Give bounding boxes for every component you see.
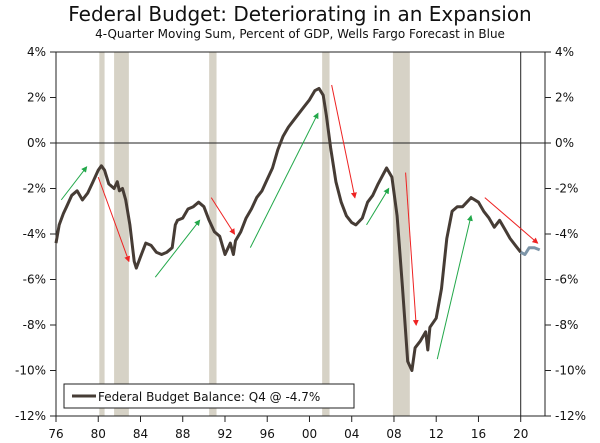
x-tick-label: 00 (302, 427, 317, 441)
x-tick-label: 84 (133, 427, 148, 441)
series-line-forecast (519, 246, 541, 256)
trend-arrow-down (97, 176, 130, 263)
y-tick-label-left: -10% (15, 364, 46, 378)
legend-label: Federal Budget Balance: Q4 @ -4.7% (98, 390, 320, 404)
recession-bar (114, 52, 129, 416)
y-tick-label-right: -8% (555, 318, 578, 332)
x-tick-label: 88 (175, 427, 190, 441)
x-tick-label: 12 (429, 427, 444, 441)
y-tick-label-left: -2% (23, 182, 46, 196)
x-tick-label: 96 (260, 427, 275, 441)
chart-title: Federal Budget: Deteriorating in an Expa… (68, 2, 532, 26)
x-tick-label: 20 (513, 427, 528, 441)
y-tick-label-left: -8% (23, 318, 46, 332)
trend-arrow-up (436, 214, 473, 360)
trend-arrow-down (405, 172, 419, 326)
trend-arrow-down (210, 197, 236, 235)
trend-arrow-up (249, 112, 319, 248)
x-tick-label: 16 (471, 427, 486, 441)
trend-arrow-down (484, 197, 539, 244)
y-tick-label-left: 2% (27, 91, 46, 105)
trend-arrow-up (60, 166, 88, 201)
legend-box (63, 383, 355, 409)
y-tick-label-left: 0% (27, 136, 46, 150)
y-tick-label-right: -12% (555, 409, 586, 423)
trend-arrow-down (331, 84, 357, 199)
y-tick-label-right: 4% (555, 45, 574, 59)
y-tick-label-right: -4% (555, 227, 578, 241)
y-tick-label-right: 0% (555, 136, 574, 150)
x-tick-label: 04 (344, 427, 359, 441)
y-tick-label-left: -4% (23, 227, 46, 241)
plot-frame (55, 51, 546, 417)
trend-arrow-up (366, 187, 390, 226)
x-tick-label: 08 (386, 427, 401, 441)
y-tick-label-left: -6% (23, 273, 46, 287)
y-tick-label-right: -10% (555, 364, 586, 378)
y-tick-label-left: -12% (15, 409, 46, 423)
y-tick-label-right: -6% (555, 273, 578, 287)
y-tick-label-right: 2% (555, 91, 574, 105)
trend-arrow-up (154, 219, 201, 278)
x-tick-label: 76 (48, 427, 63, 441)
y-tick-label-right: -2% (555, 182, 578, 196)
recession-bar (209, 52, 217, 416)
recession-bar (99, 52, 105, 416)
series-line-actual (54, 86, 522, 372)
x-tick-label: 80 (91, 427, 106, 441)
x-tick-label: 92 (217, 427, 232, 441)
y-tick-label-left: 4% (27, 45, 46, 59)
recession-bar (322, 52, 330, 416)
chart-subtitle: 4-Quarter Moving Sum, Percent of GDP, We… (95, 27, 505, 41)
